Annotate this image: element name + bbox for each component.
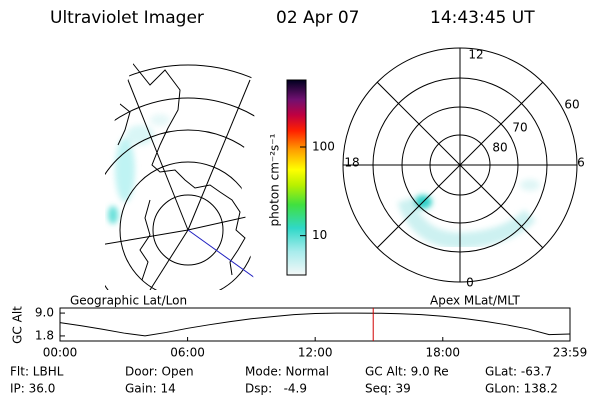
- title: Ultraviolet Imager: [50, 8, 204, 28]
- lat-label: 80: [492, 141, 507, 155]
- altitude-line: [59, 312, 571, 337]
- colorbar-tick-label: 10: [312, 228, 327, 242]
- x-tick-label: 18:00: [425, 346, 460, 360]
- map-label: Apex MLat/MLT: [430, 294, 520, 308]
- status-field: Dsp: -4.9: [245, 382, 307, 396]
- mlt-label: 6: [577, 156, 585, 170]
- status-field: GLon: 138.2: [485, 382, 558, 396]
- lat-label: 60: [564, 98, 579, 112]
- x-tick-label: 12:00: [298, 346, 333, 360]
- mlt-label: 18: [344, 156, 359, 170]
- colorbar-tick-label: 100: [312, 140, 335, 154]
- status-field: Door: Open: [125, 365, 194, 379]
- status-field: Flt: LBHL: [10, 365, 64, 379]
- status-field: Seq: 39: [365, 382, 411, 396]
- time: 14:43:45 UT: [430, 8, 535, 28]
- date: 02 Apr 07: [276, 8, 359, 28]
- geographic-map: [105, 59, 255, 290]
- x-tick-label: 23:59: [553, 346, 588, 360]
- colorbar: [286, 79, 307, 276]
- map-label: Geographic Lat/Lon: [70, 294, 187, 308]
- y-tick-label: 1.8: [35, 328, 54, 342]
- status-field: GLat: -63.7: [485, 365, 552, 379]
- y-tick-label: 9.0: [35, 306, 54, 320]
- colorbar-label: photon cm⁻²s⁻¹: [268, 133, 282, 226]
- lat-label: 70: [512, 121, 527, 135]
- status-field: GC Alt: 9.0 Re: [365, 365, 449, 379]
- plot-frame: [59, 307, 571, 342]
- y-axis-label: GC Alt: [11, 306, 25, 344]
- mlt-label: 12: [468, 48, 483, 62]
- mlt-label: 0: [466, 276, 474, 290]
- status-field: IP: 36.0: [10, 382, 55, 396]
- x-tick-label: 00:00: [43, 346, 78, 360]
- polar-plot: 12 18 6 0 60 70 80: [342, 47, 585, 290]
- status-field: Mode: Normal: [245, 365, 329, 379]
- status-field: Gain: 14: [125, 382, 176, 396]
- x-tick-label: 06:00: [170, 346, 205, 360]
